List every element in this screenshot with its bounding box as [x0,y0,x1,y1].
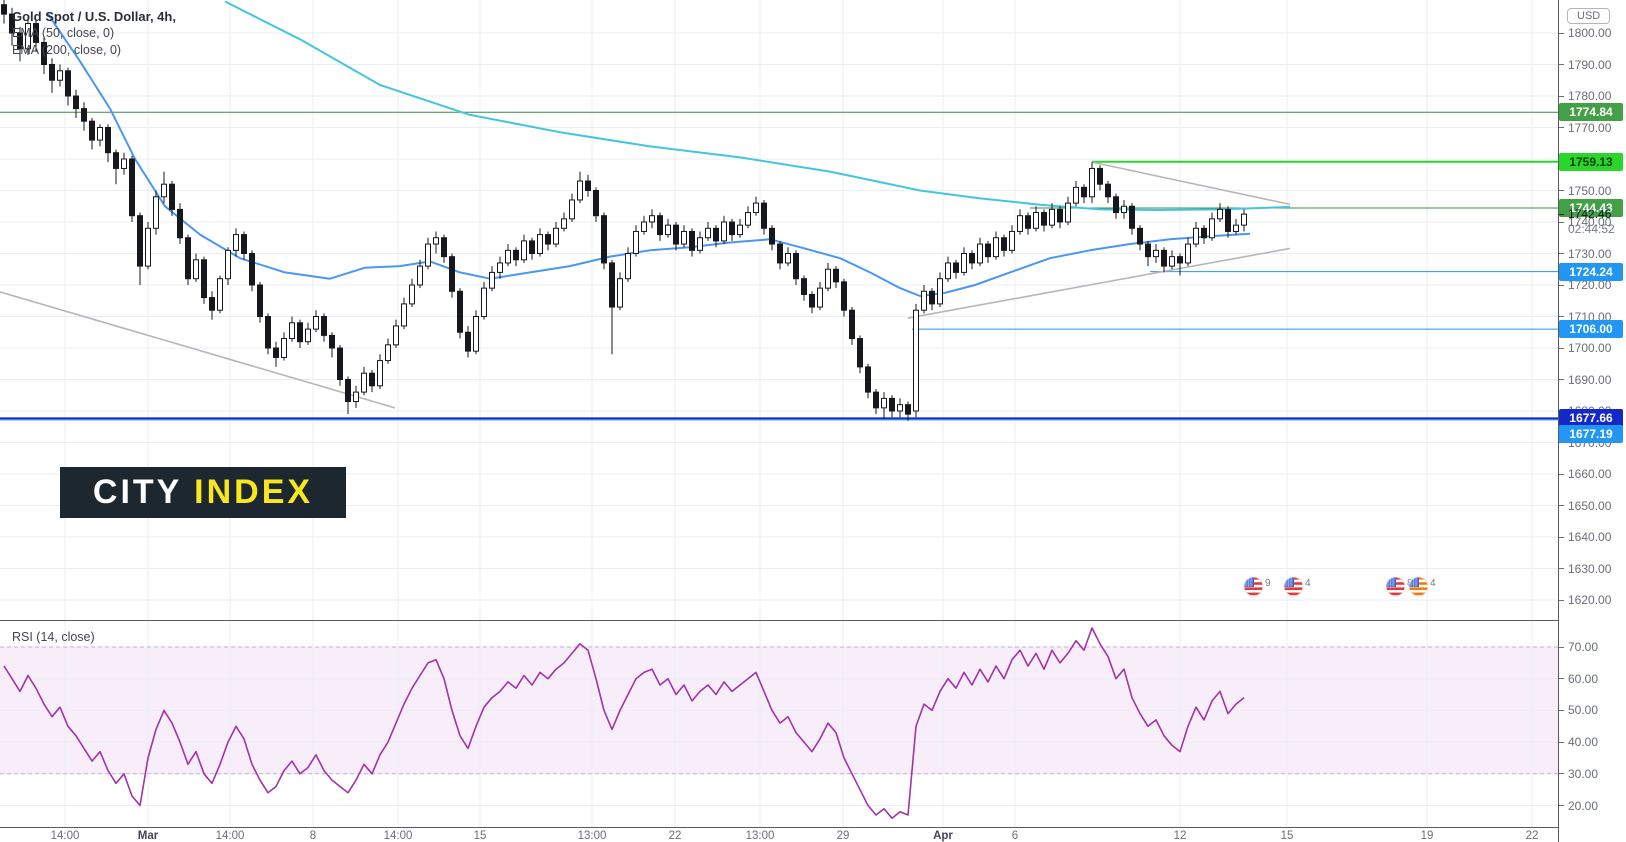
rsi-indicator-label[interactable]: RSI (14, close) [12,630,95,644]
chart-legend: Gold Spot / U.S. Dollar, 4h, EMA (50, cl… [12,8,176,59]
indicator-ema200-label[interactable]: EMA (200, close, 0) [12,43,122,57]
ema200-line [224,0,1291,211]
price-level-tag[interactable]: 1759.13 [1559,152,1623,171]
time-tick-label: 14:00 [215,830,245,842]
price-tick-label: 1640.00 [1559,530,1611,544]
rsi-pane[interactable] [0,620,1558,827]
price-level-tag[interactable]: 1774.84 [1559,103,1623,122]
price-level-tag[interactable]: 1677.19 [1559,424,1623,443]
price-level-tag[interactable]: 1706.00 [1559,320,1623,339]
symbol-title[interactable]: Gold Spot / U.S. Dollar, 4h, [12,9,176,24]
time-tick-label: 13:00 [577,830,607,842]
time-tick-label: Mar [137,830,159,842]
time-tick-label: Apr [933,830,953,842]
economic-event-marker[interactable]: 4 [1283,576,1311,597]
trendlines [0,161,1291,409]
current-price-label: 1742.46 [1559,207,1611,221]
time-tick-label: 12 [1173,830,1187,842]
event-count: 4 [1430,578,1436,589]
price-tick-label: 1790.00 [1559,58,1611,72]
price-axis[interactable]: USD 1800.001790.001780.001770.001760.001… [1558,0,1626,842]
rsi-tick-label: 50.00 [1559,703,1598,717]
rsi-tick-label: 30.00 [1559,767,1598,781]
price-tick-label: 1750.00 [1559,184,1611,198]
price-tick-label: 1700.00 [1559,341,1611,355]
price-tick-label: 1620.00 [1559,593,1611,607]
watermark-city: CITY [92,473,195,511]
economic-event-marker[interactable]: 9 [1243,576,1271,597]
us-flag-icon [1243,576,1264,597]
economic-event-marker[interactable]: 4 [1408,576,1436,597]
us-flag-icon [1408,576,1429,597]
price-tick-label: 1740.00 [1559,215,1611,229]
rsi-tick-label: 60.00 [1559,672,1598,686]
city-index-watermark: CITY INDEX [60,467,346,518]
rsi-grid [0,620,1558,827]
currency-badge[interactable]: USD [1567,8,1611,24]
price-tick-label: 1710.00 [1559,310,1611,324]
price-level-tag[interactable]: 1677.66 [1559,409,1623,428]
time-tick-label: 13:00 [745,830,775,842]
event-count: 4 [1305,578,1311,589]
price-tick-label: 1780.00 [1559,89,1611,103]
rsi-tick-label: 40.00 [1559,735,1598,749]
rsi-tick-label: 20.00 [1559,799,1598,813]
time-tick-label: 15 [473,830,487,842]
horizontal-levels [0,111,1558,421]
time-axis[interactable]: 14:00 Mar 14:00 8 14:00 15 13:00 22 13:00 29 Apr 6 1… [0,827,1558,842]
us-flag-icon [1283,576,1304,597]
main-price-pane[interactable] [0,0,1558,620]
price-tick-label: 1720.00 [1559,278,1611,292]
time-tick-label: 14:00 [50,830,80,842]
time-tick-label: 29 [836,830,850,842]
price-tick-label: 1770.00 [1559,121,1611,135]
time-tick-label: 6 [1011,830,1019,842]
rsi-line [3,627,1245,819]
bar-countdown: 02:44:52 [1568,222,1615,237]
rsi-tick-label: 70.00 [1559,640,1598,654]
economic-event-marker[interactable]: 8 [1385,576,1413,597]
price-tick-label: 1630.00 [1559,562,1611,576]
price-level-tag[interactable]: 1744.43 [1559,199,1623,218]
price-tick-label: 1660.00 [1559,467,1611,481]
time-tick-label: 19 [1420,830,1434,842]
time-tick-label: 8 [309,830,317,842]
price-tick-label: 1690.00 [1559,373,1611,387]
price-level-tag[interactable]: 1724.24 [1559,262,1623,281]
time-tick-label: 15 [1280,830,1294,842]
price-tick-label: 1730.00 [1559,247,1611,261]
us-flag-icon [1385,576,1406,597]
time-tick-label: 22 [1525,830,1539,842]
price-tick-label: 1650.00 [1559,499,1611,513]
candlesticks [1,0,1247,421]
watermark-index: INDEX [194,473,314,511]
indicator-ema50-label[interactable]: EMA (50, close, 0) [12,26,115,40]
time-tick-label: 14:00 [383,830,413,842]
price-grid [0,0,1558,620]
price-tick-label: 1800.00 [1559,26,1611,40]
event-count: 9 [1265,578,1271,589]
time-tick-label: 22 [668,830,682,842]
